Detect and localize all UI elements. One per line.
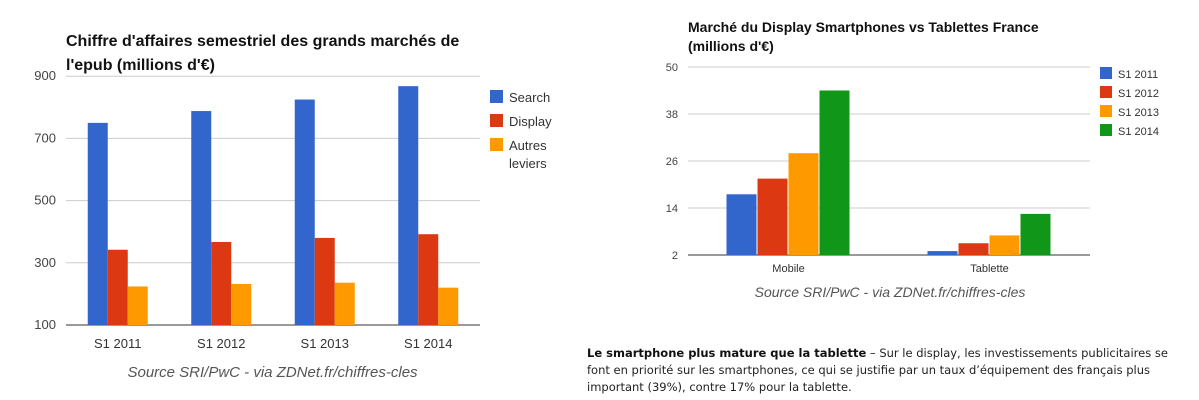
- chart2-category-label: Tablette: [970, 263, 1009, 275]
- chart2-ytick-label: 14: [666, 203, 678, 215]
- paragraph-text: – Sur le display, les investissements pu…: [587, 346, 1168, 394]
- chart1-category-label: S1 2013: [301, 336, 349, 351]
- chart2-bar-s1-2013: [788, 153, 819, 255]
- chart1-category-label: S1 2012: [197, 336, 245, 351]
- chart1-ytick-label: 900: [34, 68, 56, 83]
- chart1-category-label: S1 2014: [404, 336, 452, 351]
- chart1-legend-label: Search: [509, 90, 550, 105]
- chart2-bar-s1-2012: [958, 243, 989, 255]
- chart2-legend-swatch: [1100, 105, 1112, 117]
- chart2-bar-s1-2014: [819, 90, 850, 255]
- chart2-legend-label: S1 2014: [1118, 126, 1159, 138]
- article-paragraph: Le smartphone plus mature que la tablett…: [587, 345, 1187, 396]
- chart1-bar-autres-leviers: [438, 287, 459, 325]
- chart2-ytick-label: 50: [666, 62, 678, 74]
- chart2-legend-label: S1 2011: [1118, 69, 1158, 81]
- chart2-legend-label: S1 2013: [1118, 107, 1159, 119]
- chart1-category-label: S1 2011: [94, 336, 141, 351]
- chart1-bar-search: [87, 122, 108, 326]
- chart1-bar-display: [418, 234, 439, 325]
- chart1-ytick-label: 300: [34, 255, 56, 270]
- chart2-bar-s1-2011: [927, 251, 958, 255]
- chart1-bar-search: [398, 86, 419, 325]
- chart2-legend-swatch: [1100, 67, 1112, 79]
- chart1-source: Source SRI/PwC - via ZDNet.fr/chiffres-c…: [127, 364, 418, 381]
- chart2-bar-s1-2014: [1020, 213, 1051, 255]
- chart2-bar-s1-2012: [757, 178, 788, 255]
- chart1-legend-swatch: [490, 138, 503, 151]
- chart1-bar-search: [294, 99, 315, 325]
- chart1-bar-search: [191, 111, 212, 325]
- chart2-legend-swatch: [1100, 124, 1112, 136]
- chart2-legend-swatch: [1100, 86, 1112, 98]
- chart1-bar-display: [107, 249, 128, 325]
- chart2-source: Source SRI/PwC - via ZDNet.fr/chiffres-c…: [754, 284, 1026, 300]
- chart1-legend-label: Autres: [509, 138, 547, 153]
- chart1-legend-swatch: [490, 114, 503, 127]
- chart2-bar-s1-2013: [989, 235, 1020, 255]
- chart1-bar-autres-leviers: [127, 286, 148, 325]
- chart1-ytick-label: 500: [34, 193, 56, 208]
- chart1-bar-display: [314, 237, 335, 325]
- chart1-bar-display: [211, 241, 232, 325]
- chart2-legend-label: S1 2012: [1118, 88, 1159, 100]
- chart2-ytick-label: 38: [666, 109, 678, 121]
- chart2-title: Marché du Display Smartphones vs Tablett…: [688, 19, 1039, 54]
- chart1-title: Chiffre d'affaires semestriel des grands…: [66, 33, 460, 74]
- chart1-bar-autres-leviers: [334, 282, 355, 325]
- chart1-legend-swatch: [490, 90, 503, 103]
- chart2-bar-s1-2011: [726, 194, 757, 255]
- chart2-ytick-label: 26: [666, 156, 678, 168]
- chart1-ytick-label: 100: [34, 317, 56, 332]
- chart1-bar-autres-leviers: [231, 283, 252, 325]
- chart2-category-label: Mobile: [772, 263, 804, 275]
- chart1-ytick-label: 700: [34, 130, 56, 145]
- chart2-ytick-label: 2: [672, 250, 678, 262]
- chart1-legend-label: leviers: [509, 156, 547, 171]
- chart1-legend-label: Display: [509, 114, 552, 129]
- paragraph-heading: Le smartphone plus mature que la tablett…: [587, 346, 867, 360]
